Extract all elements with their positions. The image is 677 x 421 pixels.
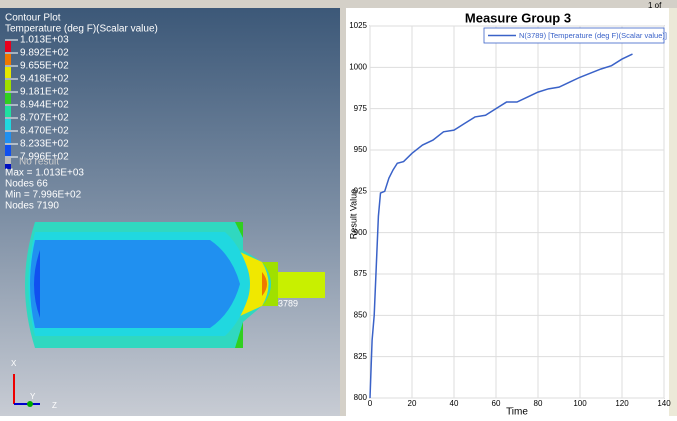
y-tick-label: 850 [354, 310, 368, 319]
x-tick-label: 20 [408, 399, 417, 408]
level-swatch [5, 145, 11, 156]
level-label: 8.707E+02 [20, 113, 69, 124]
series-line [369, 53, 633, 399]
level-label: 9.892E+02 [20, 48, 69, 59]
max-nodes: Nodes 66 [5, 179, 48, 190]
y-tick-label: 1000 [349, 62, 367, 71]
axis-x-label: X [11, 359, 17, 368]
no-result: No result [19, 157, 59, 168]
x-tick-label: 0 [368, 399, 373, 408]
chart-panel[interactable] [346, 8, 669, 416]
legend-subtitle: Temperature (deg F)(Scalar value) [5, 24, 158, 35]
x-axis-label: Time [506, 407, 528, 416]
y-tick-label: 925 [354, 186, 368, 195]
y-tick-label: 875 [354, 269, 368, 278]
min-nodes: Nodes 7190 [5, 201, 59, 212]
level-swatch [5, 41, 11, 52]
y-tick-label: 950 [354, 145, 368, 154]
max-text: Max = 1.013E+03 [5, 168, 84, 179]
page-indicator: 1 of [648, 1, 662, 10]
min-text: Min = 7.996E+02 [5, 190, 82, 201]
legend-entry: N(3789) [Temperature (deg F)(Scalar valu… [519, 31, 667, 40]
y-tick-label: 900 [354, 228, 368, 237]
node-label: 3789 [278, 298, 298, 308]
level-label: 9.418E+02 [20, 74, 69, 85]
level-label: 1.013E+03 [20, 35, 69, 46]
x-tick-label: 80 [534, 399, 543, 408]
axis-z-label: Z [52, 401, 57, 410]
level-swatch [5, 93, 11, 104]
level-swatch [5, 67, 11, 78]
level-label: 8.233E+02 [20, 139, 69, 150]
model[interactable]: 3789 [25, 222, 325, 348]
axis-y-label: Y [30, 392, 36, 401]
x-tick-label: 120 [615, 399, 629, 408]
triad-x [27, 401, 33, 407]
y-tick-label: 825 [354, 352, 368, 361]
x-tick-label: 40 [450, 399, 459, 408]
level-swatch [5, 80, 11, 91]
y-tick-label: 800 [354, 393, 368, 402]
legend-box [483, 27, 665, 44]
y-tick-label: 1025 [349, 21, 367, 30]
level-swatch [5, 119, 11, 130]
level-label: 9.181E+02 [20, 87, 69, 98]
level-label: 9.655E+02 [20, 61, 69, 72]
level-label: 8.470E+02 [20, 126, 69, 137]
y-axis-label: Result Value [348, 189, 358, 239]
no-result-swatch [5, 158, 11, 164]
level-swatch [5, 106, 11, 117]
x-tick-label: 60 [492, 399, 501, 408]
level-label: 7.996E+02 [20, 152, 69, 163]
level-swatch [5, 132, 11, 143]
chart-title: Measure Group 3 [465, 10, 571, 25]
level-swatch [5, 54, 11, 65]
y-tick-label: 975 [354, 104, 368, 113]
level-label: 8.944E+02 [20, 100, 69, 111]
x-tick-label: 140 [657, 399, 671, 408]
scrollbar[interactable] [669, 8, 677, 416]
x-tick-label: 100 [573, 399, 587, 408]
legend-title: Contour Plot [5, 13, 61, 24]
